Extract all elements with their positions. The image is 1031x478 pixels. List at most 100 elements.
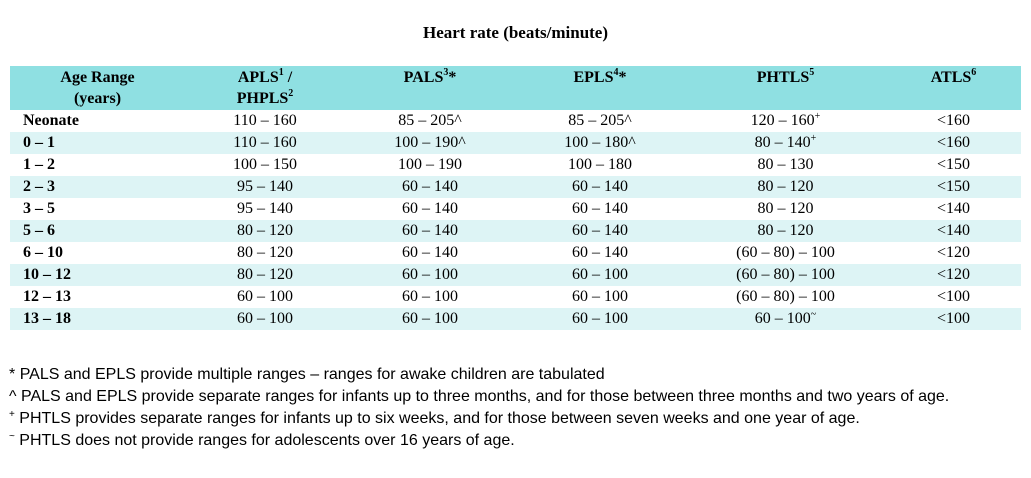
- apls-cell: 95 – 140: [185, 198, 345, 220]
- epls-cell: 100 – 180^: [515, 132, 685, 154]
- age-range-unit: (years): [73, 90, 122, 107]
- epls-cell-value: 100 – 180: [568, 156, 632, 173]
- phtls-cell-value: 120 – 160: [750, 112, 815, 129]
- pals-ref: 3: [443, 67, 449, 78]
- pals-cell-value: 60 – 140: [402, 244, 458, 261]
- apls-cell: 110 – 160: [185, 110, 345, 132]
- atls-cell: <100: [886, 308, 1021, 330]
- atls-cell-value: <100: [936, 310, 971, 327]
- apls-label: APLS: [237, 69, 279, 86]
- apls-ref: 1: [278, 67, 284, 78]
- epls-cell-value: 60 – 140: [572, 222, 628, 239]
- age-cell: 13 – 18: [10, 308, 185, 330]
- epls-cell-value: 60 – 140: [572, 244, 628, 261]
- age-cell: 5 – 6: [10, 220, 185, 242]
- age-cell-value: 6 – 10: [23, 244, 63, 261]
- footnotes: * PALS and EPLS provide multiple ranges …: [9, 364, 1024, 452]
- table-row: 1 – 2 100 – 150 100 – 190 100 – 180 80 – 130…: [10, 154, 1021, 176]
- age-cell-value: 1 – 2: [23, 156, 55, 173]
- phtls-cell: 80 – 120: [685, 198, 886, 220]
- apls-cell-value: 110 – 160: [233, 134, 297, 151]
- apls-cell-value: 95 – 140: [237, 178, 293, 195]
- footnote: + PHTLS provides separate ranges for inf…: [9, 408, 1024, 430]
- pals-cell-value: 60 – 140: [402, 200, 458, 217]
- phtls-cell: (60 – 80) – 100: [685, 286, 886, 308]
- phtls-cell: 80 – 140+: [685, 132, 886, 154]
- table-row: 0 – 1 110 – 160 100 – 190^ 100 – 180^ 80 – 1…: [10, 132, 1021, 154]
- apls-cell-value: 95 – 140: [237, 200, 293, 217]
- atls-cell-value: <160: [936, 112, 971, 129]
- atls-label: ATLS: [930, 69, 972, 86]
- table-row: 12 – 13 60 – 100 60 – 100 60 – 100 (60 – 80)…: [10, 286, 1021, 308]
- table-body: Neonate 110 – 160 85 – 205^ 85 – 205^ 120 – …: [10, 110, 1021, 330]
- column-header-apls-phpls: APLS1 / PHPLS2: [185, 66, 345, 110]
- footnote-symbol: +: [9, 409, 15, 420]
- age-cell: 0 – 1: [10, 132, 185, 154]
- phtls-cell-value: (60 – 80) – 100: [736, 244, 835, 261]
- footnote-symbol: ~: [9, 431, 15, 442]
- age-range-label: Age Range: [60, 69, 135, 86]
- epls-cell: 60 – 140: [515, 198, 685, 220]
- epls-cell-value: 60 – 100: [572, 288, 628, 305]
- apls-cell: 80 – 120: [185, 264, 345, 286]
- age-cell-value: 10 – 12: [23, 266, 71, 283]
- apls-cell: 100 – 150: [185, 154, 345, 176]
- epls-cell: 60 – 100: [515, 286, 685, 308]
- pals-cell-value: 60 – 100: [402, 266, 458, 283]
- table-row: 6 – 10 80 – 120 60 – 140 60 – 140 (60 – 80) …: [10, 242, 1021, 264]
- apls-cell-value: 80 – 120: [237, 222, 293, 239]
- atls-cell: <120: [886, 264, 1021, 286]
- phpls-ref: 2: [288, 88, 294, 99]
- footnote-text: PALS and EPLS provide multiple ranges – …: [19, 366, 605, 383]
- apls-cell-value: 80 – 120: [237, 244, 293, 261]
- pals-cell: 60 – 140: [345, 176, 515, 198]
- phtls-cell-value: 80 – 120: [757, 178, 814, 195]
- atls-cell: <150: [886, 176, 1021, 198]
- footnote-marker: +: [814, 111, 821, 122]
- age-cell: Neonate: [10, 110, 185, 132]
- pals-cell-value: 60 – 100: [402, 310, 458, 327]
- apls-separator: /: [283, 69, 293, 86]
- age-cell-value: 0 – 1: [23, 134, 55, 151]
- epls-cell-value: 60 – 100: [572, 310, 628, 327]
- epls-ref: 4: [613, 67, 619, 78]
- atls-cell-value: <160: [936, 134, 971, 151]
- phtls-cell: 80 – 130: [685, 154, 886, 176]
- phtls-cell-value: (60 – 80) – 100: [736, 288, 835, 305]
- atls-cell-value: <120: [936, 244, 971, 261]
- phtls-cell: (60 – 80) – 100: [685, 242, 886, 264]
- heart-rate-table: Age Range (years) APLS1 / PHPLS2 PALS3* …: [10, 66, 1021, 330]
- pals-cell-value: 100 – 190: [398, 156, 462, 173]
- phtls-cell: (60 – 80) – 100: [685, 264, 886, 286]
- footnote-symbol: *: [9, 366, 16, 383]
- pals-cell: 100 – 190^: [345, 132, 515, 154]
- phtls-cell-value: 80 – 120: [757, 222, 814, 239]
- age-cell-value: 2 – 3: [23, 178, 55, 195]
- epls-cell: 85 – 205^: [515, 110, 685, 132]
- atls-cell: <150: [886, 154, 1021, 176]
- atls-cell-value: <120: [936, 266, 971, 283]
- pals-cell: 85 – 205^: [345, 110, 515, 132]
- footnote-marker: ~: [810, 309, 817, 320]
- age-cell: 2 – 3: [10, 176, 185, 198]
- footnote: ^ PALS and EPLS provide separate ranges …: [9, 386, 1024, 408]
- atls-cell: <140: [886, 198, 1021, 220]
- apls-cell-value: 60 – 100: [237, 310, 293, 327]
- header-row: Age Range (years) APLS1 / PHPLS2 PALS3* …: [10, 66, 1021, 110]
- apls-cell-value: 60 – 100: [237, 288, 293, 305]
- pals-cell: 60 – 140: [345, 198, 515, 220]
- pals-cell-value: 85 – 205^: [398, 112, 462, 129]
- epls-cell-value: 85 – 205^: [568, 112, 632, 129]
- epls-cell-value: 100 – 180^: [564, 134, 636, 151]
- atls-cell: <160: [886, 110, 1021, 132]
- phtls-cell: 120 – 160+: [685, 110, 886, 132]
- epls-label: EPLS: [573, 69, 614, 86]
- phtls-ref: 5: [809, 67, 815, 78]
- pals-label: PALS: [403, 69, 444, 86]
- epls-cell: 60 – 140: [515, 220, 685, 242]
- age-cell-value: 13 – 18: [23, 310, 71, 327]
- footnote: ~ PHTLS does not provide ranges for adol…: [9, 430, 1024, 452]
- pals-cell: 60 – 100: [345, 264, 515, 286]
- column-header-phtls: PHTLS5: [685, 66, 886, 110]
- age-cell: 12 – 13: [10, 286, 185, 308]
